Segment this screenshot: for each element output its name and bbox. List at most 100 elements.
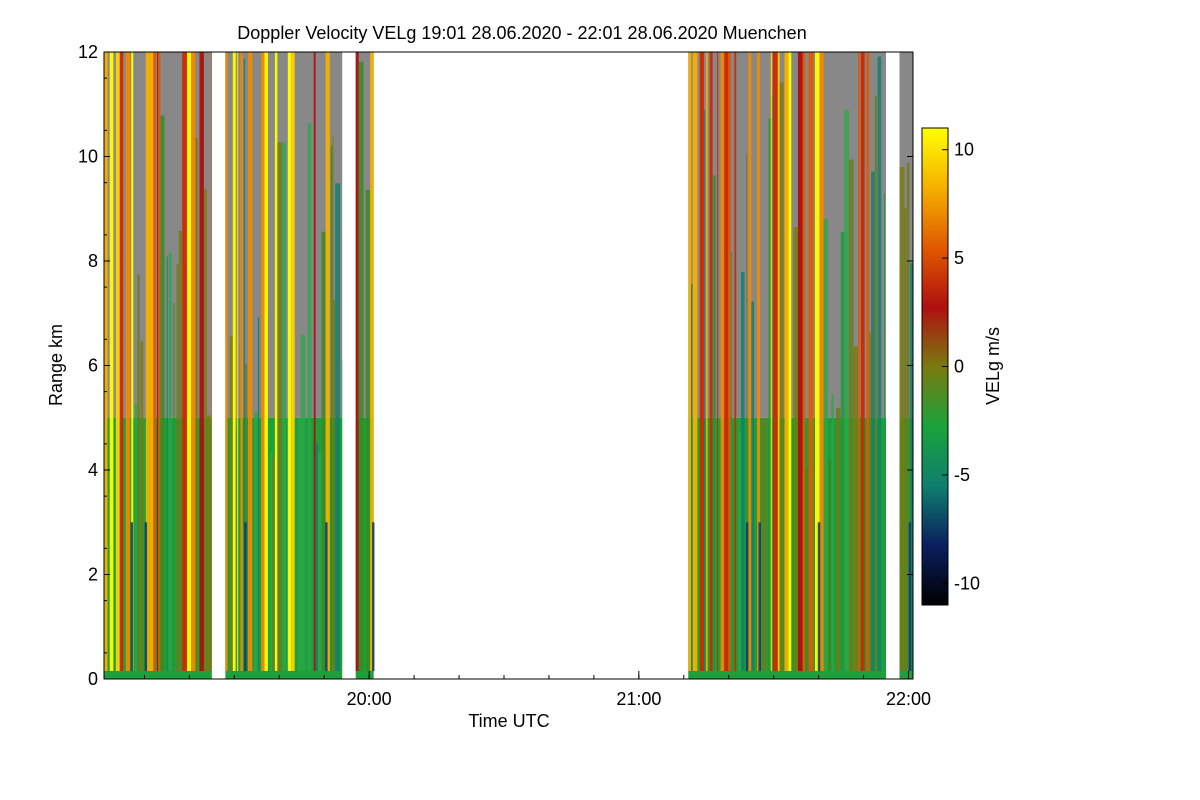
velocity-streak — [264, 52, 268, 671]
velocity-streak — [115, 52, 120, 671]
velocity-streak — [130, 522, 133, 672]
velocity-streak — [734, 52, 737, 671]
velocity-streak — [149, 52, 154, 671]
velocity-streak — [827, 459, 832, 671]
colorbar-tick-label: 0 — [954, 357, 964, 377]
velocity-streak — [274, 52, 278, 671]
velocity-streak — [211, 52, 212, 671]
velocity-streak — [125, 52, 131, 671]
velocity-streak — [773, 52, 778, 671]
velocity-streak — [166, 256, 168, 671]
velocity-streak — [330, 145, 333, 672]
velocity-streak — [758, 522, 761, 672]
velocity-streak — [315, 443, 318, 671]
velocity-streak — [860, 52, 865, 671]
colorbar-ticks: 10 5 0 -5 -10 — [942, 140, 980, 593]
x-axis-label: Time UTC — [468, 711, 549, 731]
velocity-streak — [768, 118, 771, 671]
colorbar: 10 5 0 -5 -10 — [921, 127, 980, 606]
velocity-streak — [335, 183, 341, 672]
velocity-streak — [157, 52, 159, 671]
velocity-streak — [199, 52, 204, 671]
velocity-streak — [730, 251, 733, 671]
velocity-streak — [325, 52, 330, 671]
velocity-streak — [717, 52, 719, 671]
velocity-streak — [332, 135, 334, 672]
velocity-streak — [724, 52, 729, 671]
velocity-streak — [869, 332, 872, 671]
colorbar-tick-label: -10 — [954, 573, 980, 593]
velocity-streak — [808, 52, 812, 671]
velocity-streak — [287, 52, 291, 671]
data-segment — [899, 52, 913, 679]
data-segment — [355, 52, 375, 679]
velocity-streak — [269, 452, 273, 671]
velocity-streak — [871, 171, 875, 671]
y-tick-label: 8 — [88, 251, 98, 271]
velocity-streak — [137, 274, 140, 671]
velocity-streak — [243, 58, 246, 671]
data-segment — [225, 52, 343, 679]
plot-area — [104, 52, 913, 679]
velocity-streak — [282, 142, 286, 672]
y-tick-label: 2 — [88, 565, 98, 585]
velocity-streak — [229, 336, 233, 671]
velocity-streak — [819, 52, 824, 671]
velocity-streak — [877, 56, 882, 672]
velocity-streak — [777, 52, 780, 671]
colorbar-tick-label: -5 — [954, 465, 970, 485]
x-tick-label: 21:00 — [616, 689, 661, 709]
velocity-streak — [751, 301, 755, 671]
velocity-streak — [225, 52, 228, 671]
velocity-streak — [325, 522, 328, 672]
velocity-streak — [160, 115, 165, 671]
velocity-streak — [779, 82, 784, 672]
velocity-streak — [257, 317, 260, 671]
velocity-streak — [712, 175, 716, 671]
velocity-streak — [741, 272, 745, 671]
velocity-streak — [144, 522, 148, 672]
velocity-streak — [906, 162, 910, 671]
y-tick-label: 4 — [88, 460, 98, 480]
velocity-streak — [704, 109, 706, 671]
velocity-streak — [738, 431, 741, 671]
velocity-streak — [728, 52, 731, 671]
velocity-streak — [109, 52, 114, 671]
velocity-streak — [358, 61, 364, 671]
velocity-streak — [710, 52, 713, 671]
x-tick-label: 20:00 — [347, 689, 392, 709]
velocity-streak — [232, 52, 236, 671]
velocity-streak — [836, 408, 841, 671]
velocity-streak — [692, 52, 698, 671]
velocity-streak — [178, 230, 182, 672]
velocity-streak — [748, 52, 752, 671]
chart-title: Doppler Velocity VELg 19:01 28.06.2020 -… — [237, 23, 806, 43]
velocity-streak — [341, 360, 343, 671]
y-tick-label: 10 — [78, 147, 98, 167]
velocity-streak — [307, 123, 312, 671]
velocity-streak — [203, 189, 207, 671]
velocity-streak — [333, 300, 336, 671]
velocity-streak — [253, 413, 258, 671]
x-axis: 20:00 21:00 22:00 — [143, 671, 931, 709]
y-tick-label: 12 — [78, 42, 98, 62]
velocity-streak — [207, 415, 211, 671]
velocity-streak — [370, 52, 374, 671]
velocity-streak — [884, 194, 885, 671]
velocity-streak — [874, 95, 877, 672]
velocity-streak — [297, 418, 301, 671]
velocity-streak — [746, 153, 748, 672]
colorbar-tick-label: 10 — [954, 140, 974, 160]
velocity-streak — [699, 52, 704, 671]
velocity-streak — [272, 456, 275, 671]
velocity-streak — [910, 263, 913, 671]
velocity-streak — [908, 522, 912, 672]
velocity-streak — [168, 253, 172, 671]
x-tick-label: 22:00 — [886, 689, 931, 709]
velocity-streak — [709, 52, 711, 671]
velocity-streak — [770, 52, 772, 671]
velocity-streak — [771, 94, 773, 671]
velocity-streak — [899, 167, 905, 671]
velocity-streak — [797, 52, 803, 671]
velocity-streak — [365, 190, 371, 671]
